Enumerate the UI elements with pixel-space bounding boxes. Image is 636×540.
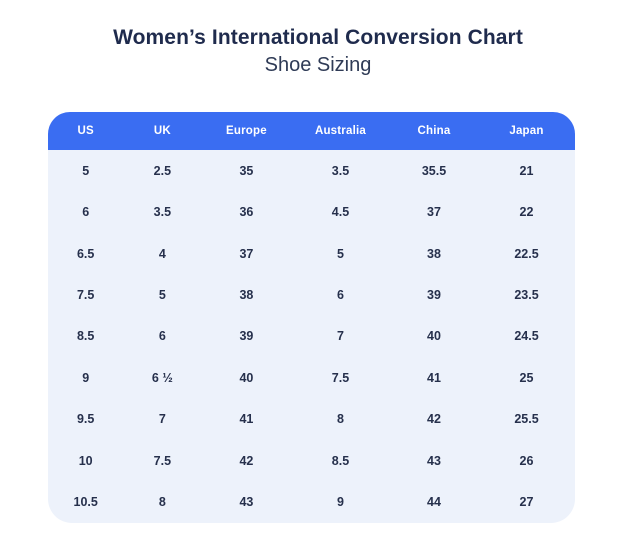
table-row: 6.5 4 37 5 38 22.5 — [48, 233, 575, 274]
table-cell: 7.5 — [153, 453, 172, 468]
column-header-europe: Europe — [225, 125, 267, 137]
table-cell: 6.5 — [76, 246, 95, 261]
table-cell: 43 — [427, 453, 441, 468]
table-cell: 7.5 — [76, 288, 95, 303]
table-cell: 9.5 — [76, 412, 95, 427]
column-header-australia: Australia — [314, 125, 366, 137]
table-row: 9 6 ½ 40 7.5 41 25 — [48, 357, 575, 398]
table-cell: 43 — [239, 495, 254, 510]
table-cell: 41 — [427, 370, 441, 385]
table-cell: 5 — [336, 246, 344, 261]
table-cell: 9 — [336, 495, 344, 510]
table-row: 6 3.5 36 4.5 37 22 — [48, 191, 575, 232]
table-cell: 10 — [78, 453, 93, 468]
table-cell: 25 — [519, 370, 534, 385]
table-cell: 26 — [519, 453, 534, 468]
table-cell: 3.5 — [153, 205, 172, 220]
table-cell: 8 — [158, 495, 166, 510]
table-cell: 10.5 — [73, 495, 98, 510]
table-header-row: US UK Europe Australia China Japan — [48, 112, 575, 150]
page-title: Women’s International Conversion Chart — [113, 26, 523, 49]
table-cell: 8 — [336, 412, 344, 427]
table-cell: 40 — [427, 329, 441, 344]
table-cell: 4 — [158, 246, 166, 261]
table-cell: 39 — [239, 329, 254, 344]
table-cell: 6 — [82, 205, 90, 220]
table-cell: 5 — [82, 163, 90, 178]
table-cell: 35 — [239, 163, 254, 178]
table-cell: 2.5 — [153, 163, 172, 178]
table-cell: 7.5 — [331, 370, 350, 385]
table-cell: 6 — [158, 329, 166, 344]
table-cell: 7 — [336, 329, 344, 344]
column-header-us: US — [77, 125, 94, 137]
table-cell: 4.5 — [331, 205, 350, 220]
table-cell: 22 — [519, 205, 534, 220]
table-cell: 44 — [427, 495, 441, 510]
table-cell: 41 — [239, 412, 254, 427]
table-cell: 7 — [158, 412, 166, 427]
table-row: 9.5 7 41 8 42 25.5 — [48, 399, 575, 440]
table-cell: 42 — [239, 453, 254, 468]
table-row: 8.5 6 39 7 40 24.5 — [48, 316, 575, 357]
column-header-uk: UK — [153, 125, 171, 137]
table-cell: 36 — [239, 205, 254, 220]
column-header-china: China — [417, 125, 451, 137]
table-cell: 8.5 — [331, 453, 350, 468]
table-cell: 38 — [239, 288, 254, 303]
table-cell: 9 — [82, 370, 90, 385]
table-cell: 23.5 — [514, 288, 539, 303]
table-cell: 40 — [239, 370, 254, 385]
table-cell: 35.5 — [421, 163, 447, 178]
table-cell: 24.5 — [514, 329, 539, 344]
table-cell: 22.5 — [514, 246, 539, 261]
table-row: 10.5 8 43 9 44 27 — [48, 482, 575, 523]
table-row: 10 7.5 42 8.5 43 26 — [48, 440, 575, 481]
page-subtitle: Shoe Sizing — [264, 54, 372, 76]
table-body: 5 2.5 35 3.5 35.5 21 6 3.5 36 4.5 37 22 6.5 4 37 5 38 22.… — [48, 150, 575, 523]
table-cell: 6 ½ — [151, 370, 173, 385]
table-row: 5 2.5 35 3.5 35.5 21 — [48, 150, 575, 191]
table-cell: 3.5 — [331, 163, 350, 178]
table-cell: 5 — [158, 288, 166, 303]
table-cell: 6 — [336, 288, 344, 303]
table-cell: 27 — [519, 495, 534, 510]
shoe-size-conversion-table: US UK Europe Australia China Japan 5 2.5 35 3.5 3… — [48, 112, 575, 523]
table-cell: 42 — [427, 412, 441, 427]
column-header-japan: Japan — [509, 125, 544, 137]
table-cell: 25.5 — [514, 412, 539, 427]
table-cell: 38 — [427, 246, 441, 261]
table-row: 7.5 5 38 6 39 23.5 — [48, 274, 575, 315]
table-cell: 21 — [519, 163, 534, 178]
table-cell: 8.5 — [76, 329, 95, 344]
table-cell: 37 — [427, 205, 441, 220]
table-cell: 39 — [427, 288, 441, 303]
table-cell: 37 — [239, 246, 254, 261]
